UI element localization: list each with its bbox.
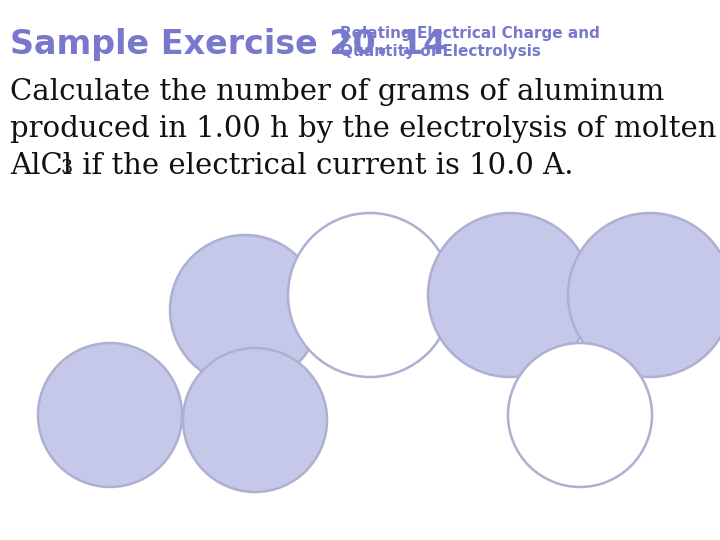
Circle shape: [170, 235, 320, 385]
Text: AlCl: AlCl: [10, 152, 72, 180]
Circle shape: [183, 348, 327, 492]
Circle shape: [428, 213, 592, 377]
Text: produced in 1.00 h by the electrolysis of molten: produced in 1.00 h by the electrolysis o…: [10, 115, 716, 143]
Circle shape: [568, 213, 720, 377]
Text: Sample Exercise 20. 14: Sample Exercise 20. 14: [10, 28, 446, 61]
Circle shape: [38, 343, 182, 487]
Text: Calculate the number of grams of aluminum: Calculate the number of grams of aluminu…: [10, 78, 665, 106]
Text: Quantity of Electrolysis: Quantity of Electrolysis: [340, 44, 541, 59]
Text: if the electrical current is 10.0 A.: if the electrical current is 10.0 A.: [73, 152, 574, 180]
Circle shape: [288, 213, 452, 377]
Circle shape: [508, 343, 652, 487]
Text: 3: 3: [60, 159, 72, 177]
Text: Relating Electrical Charge and: Relating Electrical Charge and: [340, 26, 600, 41]
